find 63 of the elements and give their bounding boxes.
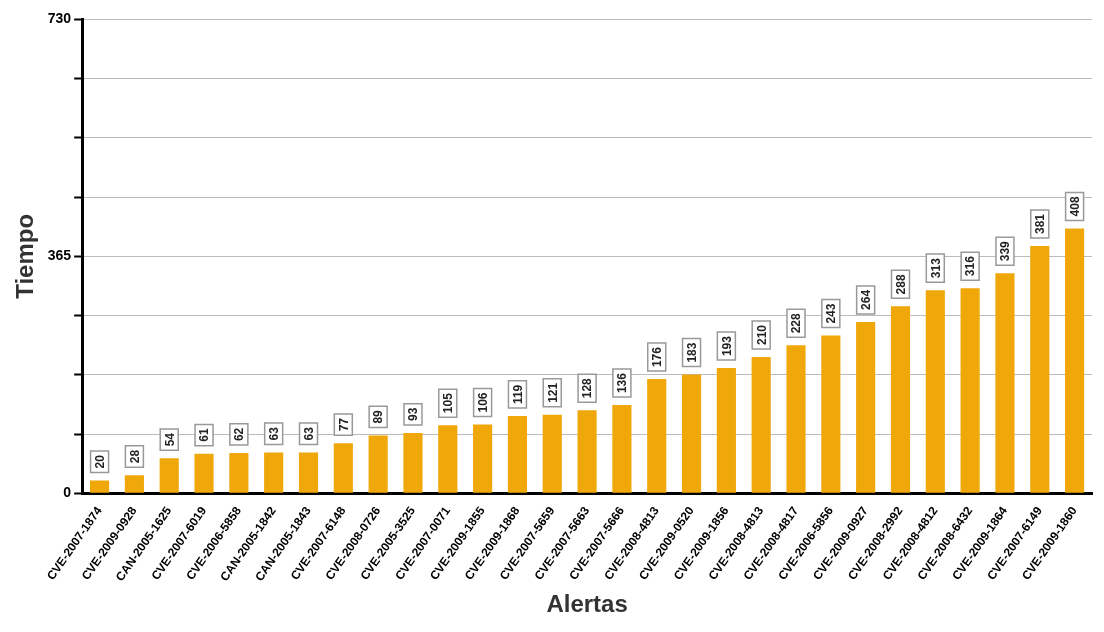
bar [229, 453, 249, 493]
bar [1065, 228, 1085, 493]
data-label: 106 [475, 392, 490, 413]
data-label: 228 [789, 312, 804, 334]
bar [194, 453, 214, 493]
data-label: 381 [1033, 213, 1048, 234]
data-label: 339 [998, 240, 1013, 262]
bar [333, 443, 353, 493]
bar [960, 288, 980, 493]
bar [786, 345, 806, 493]
bar [403, 432, 423, 493]
bar [1030, 245, 1050, 493]
bar [995, 273, 1015, 493]
data-label: 28 [127, 449, 142, 464]
data-label: 136 [615, 372, 630, 394]
data-label: 61 [197, 428, 212, 442]
bar [856, 321, 876, 493]
data-label: 288 [893, 274, 908, 295]
bar [612, 405, 632, 493]
data-label: 93 [406, 407, 421, 421]
bar [368, 435, 388, 493]
bar [751, 357, 771, 493]
bar [681, 374, 702, 493]
bar [264, 452, 284, 493]
data-label: 77 [336, 417, 351, 432]
data-label: 105 [441, 392, 456, 414]
y-tick-label: 365 [47, 247, 72, 264]
data-label: 193 [719, 335, 734, 357]
data-label: 176 [650, 346, 665, 368]
bar [716, 368, 736, 493]
y-tick-label: 0 [63, 484, 72, 501]
y-tick-label: 730 [47, 10, 72, 27]
bar [298, 452, 319, 493]
bar [647, 379, 667, 493]
data-label: 63 [301, 426, 316, 441]
bar [89, 480, 110, 493]
x-axis-title: Alertas [546, 590, 628, 618]
data-label: 183 [684, 342, 699, 363]
data-label: 316 [963, 255, 978, 277]
bar [890, 306, 911, 493]
bar [577, 410, 597, 493]
bar [821, 335, 841, 493]
data-label: 89 [371, 409, 386, 424]
bar [159, 458, 179, 493]
y-axis-title: Tiempo [11, 213, 39, 299]
data-label: 128 [580, 377, 595, 399]
data-label: 210 [754, 324, 769, 346]
data-label: 62 [232, 427, 247, 442]
data-label: 119 [510, 384, 525, 405]
data-label: 264 [858, 289, 873, 310]
bar [507, 416, 528, 493]
bar [542, 414, 562, 493]
data-label: 408 [1067, 196, 1082, 217]
bar [438, 425, 458, 493]
data-label: 20 [92, 454, 107, 469]
data-label: 243 [824, 303, 839, 324]
data-label: 54 [162, 432, 177, 447]
data-label: 313 [928, 257, 943, 279]
bar [473, 424, 493, 493]
bar [124, 475, 144, 493]
bar [925, 290, 945, 493]
data-label: 121 [545, 382, 560, 403]
data-label: 63 [266, 426, 281, 441]
